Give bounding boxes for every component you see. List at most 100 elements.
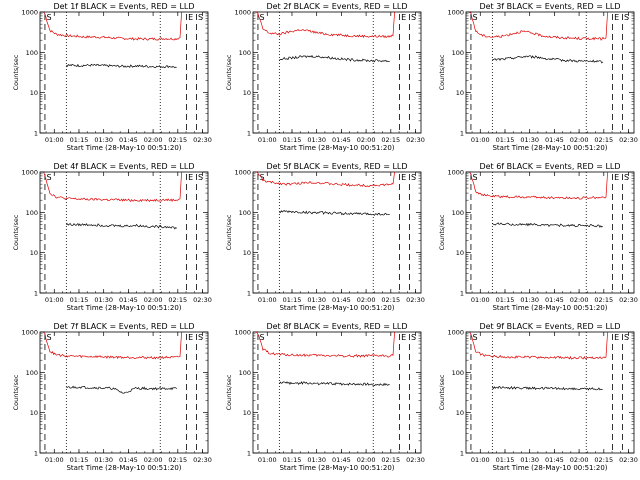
lld-series-line: [469, 171, 608, 200]
x-tick-label: 01:00: [471, 456, 490, 464]
x-tick-label: 02:30: [406, 136, 425, 144]
x-tick-label: 01:00: [471, 296, 490, 304]
time-marker-label: S: [624, 333, 629, 342]
x-axis-label: Start Time (28-May-10 00:51:20): [279, 144, 394, 152]
x-tick-label: 01:00: [258, 136, 277, 144]
x-tick-label: 02:30: [406, 296, 425, 304]
x-tick-label: 02:15: [381, 136, 400, 144]
x-tick-label: 01:30: [307, 136, 326, 144]
x-tick-label: 01:30: [307, 456, 326, 464]
x-tick-label: 01:00: [258, 456, 277, 464]
lld-series-line: [42, 171, 182, 202]
time-marker-label: E: [614, 173, 619, 182]
x-tick-label: 01:30: [520, 136, 539, 144]
x-tick-label: 01:00: [258, 296, 277, 304]
time-marker-label: E: [614, 333, 619, 342]
x-tick-label: 01:45: [119, 456, 138, 464]
y-axis-label: Counts/sec: [12, 54, 20, 90]
time-marker-label: S: [472, 13, 477, 22]
chart-panel: Det 2f BLACK = Events, RED = LLD 01:00 01:…: [225, 2, 425, 152]
plot-frame: [39, 331, 209, 454]
time-marker-label: S: [198, 13, 203, 22]
x-tick-label: 02:15: [594, 136, 613, 144]
events-series-line: [279, 210, 390, 216]
x-tick-label: 01:15: [70, 136, 89, 144]
y-tick-label: 1000: [234, 169, 251, 177]
y-tick-label: 1: [34, 130, 38, 138]
y-tick-label: 1: [247, 290, 251, 298]
y-tick-label: 1: [247, 450, 251, 458]
y-tick-label: 100: [26, 369, 38, 377]
x-tick-label: 02:00: [144, 456, 163, 464]
time-marker-label: S: [46, 173, 51, 182]
chart-title: Det 3f BLACK = Events, RED = LLD: [479, 2, 620, 11]
y-tick-label: 100: [26, 209, 38, 217]
y-tick-label: 100: [26, 49, 38, 57]
time-marker-label: S: [46, 13, 51, 22]
x-axis-label: Start Time (28-May-10 00:51:20): [66, 304, 181, 312]
x-tick-label: 01:45: [119, 296, 138, 304]
chart-title: Det 6f BLACK = Events, RED = LLD: [479, 162, 620, 171]
y-tick-label: 1: [247, 130, 251, 138]
y-tick-label: 10: [243, 409, 251, 417]
plot-frame: [465, 331, 635, 454]
y-axis-label: Counts/sec: [438, 54, 446, 90]
chart-panel: Det 5f BLACK = Events, RED = LLD 01:00 01:…: [225, 162, 425, 312]
x-tick-label: 01:30: [94, 296, 113, 304]
y-tick-label: 10: [456, 249, 464, 257]
y-tick-label: 1000: [234, 329, 251, 337]
chart-title: Det 2f BLACK = Events, RED = LLD: [266, 2, 407, 11]
x-tick-label: 02:00: [570, 296, 589, 304]
y-tick-label: 1000: [447, 329, 464, 337]
x-axis-label: Start Time (28-May-10 00:51:20): [66, 464, 181, 472]
x-axis-label: Start Time (28-May-10 00:51:20): [66, 144, 181, 152]
y-tick-label: 10: [243, 249, 251, 257]
time-marker-label: S: [624, 173, 629, 182]
y-tick-label: 100: [239, 369, 251, 377]
y-tick-label: 1000: [21, 169, 38, 177]
y-tick-label: 100: [239, 49, 251, 57]
x-tick-label: 02:30: [619, 136, 638, 144]
chart-panel: Det 8f BLACK = Events, RED = LLD 01:00 01:…: [225, 322, 425, 472]
x-tick-label: 01:30: [94, 136, 113, 144]
y-axis-label: Counts/sec: [225, 214, 233, 250]
x-axis-label: Start Time (28-May-10 00:51:20): [492, 464, 607, 472]
x-tick-label: 02:30: [193, 136, 212, 144]
x-tick-label: 02:15: [594, 456, 613, 464]
lld-series-line: [469, 331, 608, 360]
x-tick-label: 01:15: [283, 456, 302, 464]
time-marker-label: E: [401, 333, 406, 342]
events-series-line: [492, 385, 603, 391]
lld-series-line: [43, 11, 182, 41]
time-marker-label: S: [472, 333, 477, 342]
time-marker-label: S: [411, 13, 416, 22]
time-marker-label: S: [472, 173, 477, 182]
y-axis-label: Counts/sec: [438, 214, 446, 250]
time-marker-label: S: [411, 333, 416, 342]
plot-frame: [465, 171, 635, 294]
y-tick-label: 1: [460, 450, 464, 458]
y-axis-label: Counts/sec: [12, 374, 20, 410]
time-marker-label: S: [259, 13, 264, 22]
y-tick-label: 1: [460, 130, 464, 138]
x-tick-label: 02:15: [381, 296, 400, 304]
y-tick-label: 10: [30, 409, 38, 417]
x-tick-label: 01:15: [496, 296, 515, 304]
y-axis-label: Counts/sec: [225, 374, 233, 410]
events-series-line: [66, 222, 177, 230]
chart-title: Det 1f BLACK = Events, RED = LLD: [53, 2, 194, 11]
y-tick-label: 1000: [234, 9, 251, 17]
x-tick-label: 02:00: [357, 456, 376, 464]
y-axis-label: Counts/sec: [12, 214, 20, 250]
x-tick-label: 01:15: [496, 456, 515, 464]
time-marker-label: S: [624, 13, 629, 22]
x-tick-label: 02:00: [570, 136, 589, 144]
x-tick-label: 02:30: [406, 456, 425, 464]
y-tick-label: 1000: [21, 329, 38, 337]
x-tick-label: 02:15: [168, 136, 187, 144]
lld-series-line: [256, 171, 395, 188]
time-marker-label: S: [198, 173, 203, 182]
chart-title: Det 4f BLACK = Events, RED = LLD: [53, 162, 194, 171]
x-tick-label: 02:15: [594, 296, 613, 304]
chart-title: Det 7f BLACK = Events, RED = LLD: [53, 322, 194, 331]
